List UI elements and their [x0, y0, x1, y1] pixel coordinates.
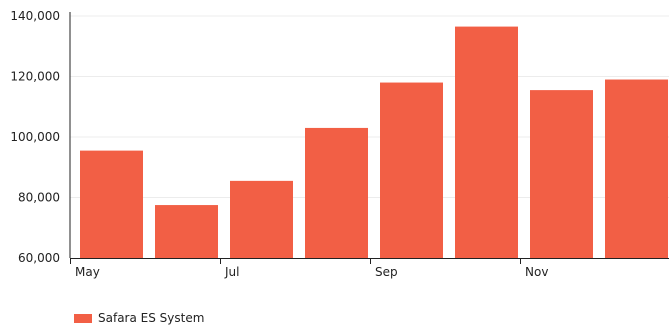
y-tick-label: 140,000	[10, 9, 60, 23]
y-tick-label: 100,000	[10, 130, 60, 144]
y-tick-label: 80,000	[18, 191, 60, 205]
bar-dec[interactable]	[605, 79, 668, 259]
x-tick-label: May	[75, 265, 100, 279]
bars	[80, 26, 668, 259]
legend[interactable]: Safara ES System	[74, 311, 204, 325]
x-tick-label: Sep	[375, 265, 398, 279]
bar-nov[interactable]	[530, 90, 593, 258]
axes	[69, 12, 669, 264]
x-tick-label: Nov	[525, 265, 548, 279]
y-tick-label: 60,000	[18, 251, 60, 265]
bar-oct[interactable]	[455, 26, 518, 259]
x-tick-label: Jul	[224, 265, 239, 279]
bar-sep[interactable]	[380, 82, 443, 258]
legend-swatch	[74, 313, 92, 323]
bar-jul[interactable]	[230, 180, 293, 258]
y-axis-labels: 60,000 80,000 100,000 120,000 140,000	[10, 9, 60, 265]
bar-jun[interactable]	[155, 205, 218, 258]
bar-may[interactable]	[80, 150, 143, 258]
bar-aug[interactable]	[305, 127, 368, 258]
x-axis-labels: May Jul Sep Nov	[75, 265, 548, 279]
y-tick-label: 120,000	[10, 70, 60, 84]
legend-label: Safara ES System	[98, 311, 205, 325]
